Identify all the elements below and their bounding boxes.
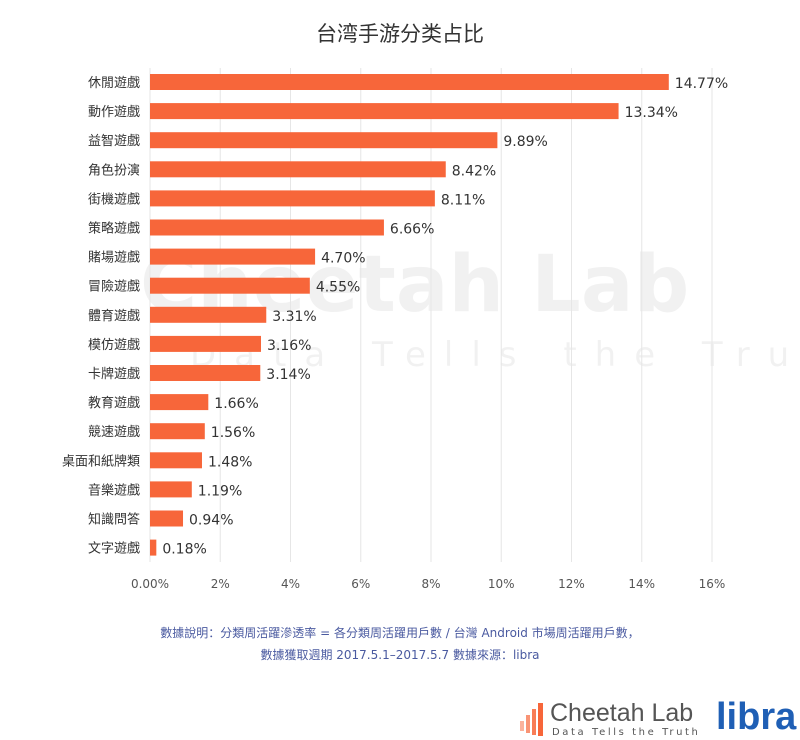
footnote-line-2: 數據獲取週期 2017.5.1–2017.5.7 數據來源：libra (260, 648, 540, 662)
category-label: 文字遊戲 (88, 542, 140, 557)
x-tick-label: 12% (558, 577, 585, 591)
value-label: 3.31% (272, 309, 316, 325)
bar (150, 423, 205, 440)
bar (150, 277, 310, 294)
category-label: 益智遊戲 (88, 134, 140, 149)
libra-logo: libra (716, 696, 797, 738)
category-label: 卡牌遊戲 (88, 366, 140, 382)
value-label: 1.56% (211, 425, 255, 441)
x-tick-label: 4% (281, 577, 300, 591)
bar (150, 132, 498, 149)
value-label: 1.19% (198, 483, 242, 499)
bar (150, 335, 261, 352)
x-tick-label: 10% (488, 577, 515, 591)
value-label: 1.48% (208, 454, 252, 470)
value-label: 3.16% (267, 338, 311, 354)
x-tick-label: 8% (421, 577, 440, 591)
bar (150, 190, 435, 207)
bar (150, 103, 619, 120)
category-label: 體育遊戲 (88, 308, 140, 324)
value-label: 6.66% (390, 222, 434, 238)
value-label: 1.66% (214, 396, 258, 412)
bar (150, 161, 446, 178)
category-label: 休閒遊戲 (88, 76, 140, 91)
bar (150, 219, 384, 236)
category-label: 桌面和紙牌類 (62, 453, 140, 469)
category-label: 賭場遊戲 (88, 251, 140, 266)
watermark-tagline: Data Tells the Truth (190, 335, 800, 375)
bar (150, 248, 316, 265)
bar (150, 539, 157, 556)
x-tick-label: 0.00% (131, 577, 169, 591)
category-label: 角色扮演 (88, 162, 140, 178)
value-label: 0.18% (162, 542, 206, 558)
bar (150, 74, 669, 90)
cheetah-bars-icon (520, 703, 543, 736)
category-label: 策略遊戲 (88, 221, 140, 237)
cheetah-lab-tagline: Data Tells the Truth (552, 727, 701, 738)
value-label: 4.55% (316, 280, 360, 296)
value-label: 3.14% (266, 367, 310, 383)
bar (150, 452, 202, 469)
category-label: 動作遊戲 (88, 105, 140, 120)
category-label: 冒險遊戲 (88, 280, 140, 295)
category-label: 音樂遊戲 (88, 482, 140, 498)
value-label: 13.34% (625, 105, 678, 121)
bar-chart: 0.00% 2% 4% 6% 8% 10% 12% 14% 16% 休閒遊戲 14.77% 動作遊戲 1… (62, 68, 728, 591)
value-label: 0.94% (189, 513, 233, 529)
value-label: 4.70% (321, 251, 365, 267)
cheetah-lab-name: Cheetah Lab (550, 699, 694, 727)
x-tick-label: 16% (699, 577, 726, 591)
chart-title: 台湾手游分类占比 (316, 22, 484, 46)
category-label: 模仿遊戲 (88, 338, 140, 353)
bar (150, 481, 192, 498)
category-label: 街機遊戲 (88, 192, 140, 207)
category-label: 競速遊戲 (88, 425, 140, 440)
x-tick-label: 14% (628, 577, 655, 591)
category-label: 教育遊戲 (88, 395, 140, 411)
value-label: 14.77% (675, 76, 728, 92)
bar (150, 365, 261, 381)
bar (150, 394, 209, 411)
footnote-line-1: 數據說明：分類周活躍滲透率 = 各分類周活躍用戶數 / 台灣 Android 市… (160, 626, 640, 640)
footnote: 數據說明：分類周活躍滲透率 = 各分類周活躍用戶數 / 台灣 Android 市… (0, 622, 800, 666)
category-label: 知識問答 (88, 512, 140, 528)
value-label: 9.89% (503, 134, 547, 150)
value-label: 8.42% (452, 163, 496, 179)
bar (150, 306, 267, 323)
bar (150, 510, 184, 527)
x-tick-label: 6% (351, 577, 370, 591)
x-tick-label: 2% (211, 577, 230, 591)
value-label: 8.11% (441, 192, 485, 208)
